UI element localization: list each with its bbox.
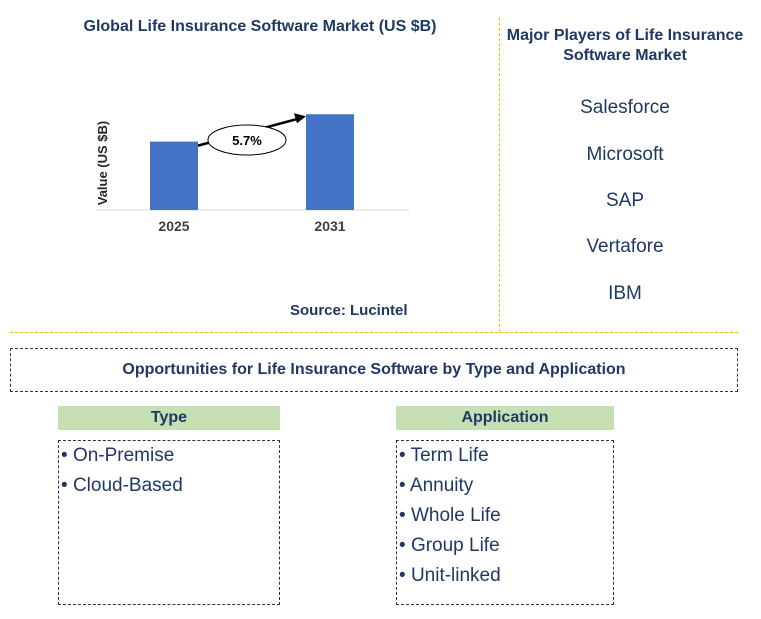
type-item: • Cloud-Based [61, 475, 183, 496]
type-item: • On-Premise [61, 445, 175, 466]
player-item: SAP [605, 190, 645, 211]
application-item: • Group Life [399, 535, 500, 556]
application-heading: Application [396, 406, 614, 430]
player-item: Vertafore [586, 236, 664, 257]
player-item: Salesforce [580, 97, 670, 118]
horizontal-divider [10, 332, 738, 333]
y-axis-label: Value (US $B) [95, 121, 110, 206]
bar-2025 [150, 141, 198, 210]
player-item: Microsoft [586, 144, 664, 165]
application-item: • Unit-linked [399, 565, 501, 586]
source-note: Source: Lucintel [290, 302, 408, 319]
chart-title: Global Life Insurance Software Market (U… [83, 18, 437, 35]
application-item: • Whole Life [399, 505, 501, 526]
players-title: Major Players of Life Insurance Software… [506, 27, 744, 64]
bar-2031 [306, 114, 354, 210]
cagr-label: 5.7% [232, 133, 262, 148]
x-tick-label: 2025 [158, 218, 189, 234]
player-item: IBM [608, 283, 642, 304]
cagr-arrow-head [294, 113, 306, 124]
vertical-divider [499, 18, 500, 332]
application-item: • Term Life [399, 445, 489, 466]
type-list: • On-Premise • Cloud-Based [58, 440, 280, 605]
application-item: • Annuity [399, 475, 474, 496]
cagr-bubble [207, 124, 287, 156]
opportunities-title: Opportunities for Life Insurance Softwar… [10, 348, 738, 392]
application-list: • Term Life • Annuity • Whole Life • Gro… [396, 440, 614, 605]
x-tick-label: 2031 [314, 218, 345, 234]
type-heading: Type [58, 406, 280, 430]
bar-chart: 2025 2031 Value (US $B) 5.7% [95, 113, 409, 234]
